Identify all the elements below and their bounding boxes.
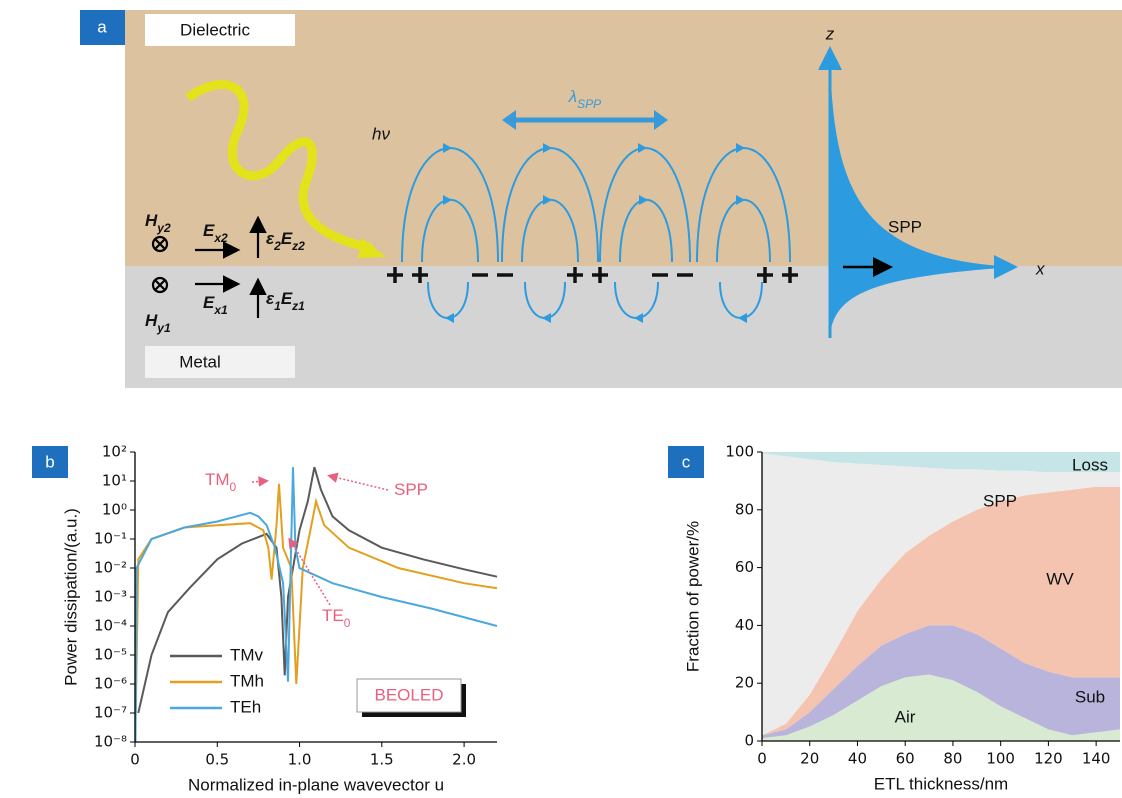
z-label: z [825,24,835,43]
y-tick-label: 10⁻⁵ [94,646,127,664]
subscript: y2 [156,221,171,235]
y-tick-label: 10⁰ [102,501,127,519]
x-tick-label: 1.5 [370,751,394,769]
y-tick-label: 10⁻³ [94,588,127,606]
x-tick-label: 100 [986,750,1015,768]
x-tick-label: 40 [848,750,867,768]
text-part: λ [568,87,577,106]
subscript: x1 [213,303,228,317]
annotation: TE0 [322,606,351,630]
x-tick-label: 60 [896,750,915,768]
y-tick-label: 10⁻¹ [94,530,127,548]
legend-label: TEh [230,697,261,716]
y-tick-label: 0 [744,732,754,750]
y-tick-label: 10⁻² [94,559,127,577]
subscript: x2 [213,231,228,245]
annotation-arrow [330,476,388,490]
area-label: Loss [1072,455,1108,474]
text-part: E [281,289,293,308]
photon-label: hν [372,124,390,143]
y-tick-label: 10⁻⁸ [94,733,127,751]
x-axis-title: Normalized in-plane wavevector u [188,775,444,794]
dielectric-label: Dielectric [180,20,250,39]
y-axis-title: Fraction of power/% [683,521,702,672]
x-tick-label: 0.5 [205,751,229,769]
y-tick-label: 10⁻⁷ [94,704,127,722]
x-tick-label: 0 [130,751,140,769]
text-part: E [281,229,293,248]
panel-label: c [682,452,691,471]
text-part: E [203,293,215,312]
annotation-text: SPP [394,480,428,499]
x-tick-label: 0 [757,750,767,768]
area-label: SPP [983,491,1017,510]
y-axis-title: Power dissipation/(a.u.) [61,508,80,686]
y-tick-label: 60 [735,558,754,576]
legend-label: TMh [230,671,264,690]
spp-label: SPP [888,217,922,236]
x-axis-title: ETL thickness/nm [874,774,1008,793]
badge-label: BEOLED [375,685,444,704]
y-tick-label: 10⁻⁶ [94,675,127,693]
text-part: H [145,311,158,330]
annotation-arrow [252,481,266,482]
legend-label: TMv [230,645,264,664]
annotation-text: TM [205,470,230,489]
panel-label: a [97,17,107,36]
y-tick-label: 10¹ [102,472,127,490]
subscript: z2 [291,239,305,253]
annotation: TM0 [205,470,237,494]
figure: a Dielectric Metal hν λSPP [0,0,1122,798]
subscript: 0 [344,616,351,630]
y-tick-label: 20 [735,674,754,692]
annotation-text: TE [322,606,344,625]
x-tick-label: 1.0 [288,751,312,769]
x-tick-label: 140 [1082,750,1111,768]
y-tick-label: 100 [725,443,754,461]
x-label: x [1035,259,1045,278]
panel-a: a Dielectric Metal hν λSPP [80,10,1122,388]
annotation: SPP [394,480,428,499]
panel-label: b [45,452,54,471]
text-part: H [145,211,158,230]
y-tick-label: 80 [735,500,754,518]
metal-label: Metal [179,352,221,371]
subscript: 0 [230,480,237,494]
area-label: Air [895,707,916,726]
x-tick-label: 80 [943,750,962,768]
area-label: Sub [1075,687,1105,706]
subscript: y1 [156,321,171,335]
x-tick-label: 20 [800,750,819,768]
area-label: WV [1046,569,1074,588]
x-tick-label: 2.0 [452,751,476,769]
x-tick-label: 120 [1034,750,1063,768]
y-tick-label: 10⁻⁴ [94,617,127,635]
text-part: E [203,221,215,240]
y-tick-label: 10² [102,443,127,461]
y-tick-label: 40 [735,616,754,634]
subscript: SPP [577,97,601,111]
subscript: z1 [291,299,305,313]
